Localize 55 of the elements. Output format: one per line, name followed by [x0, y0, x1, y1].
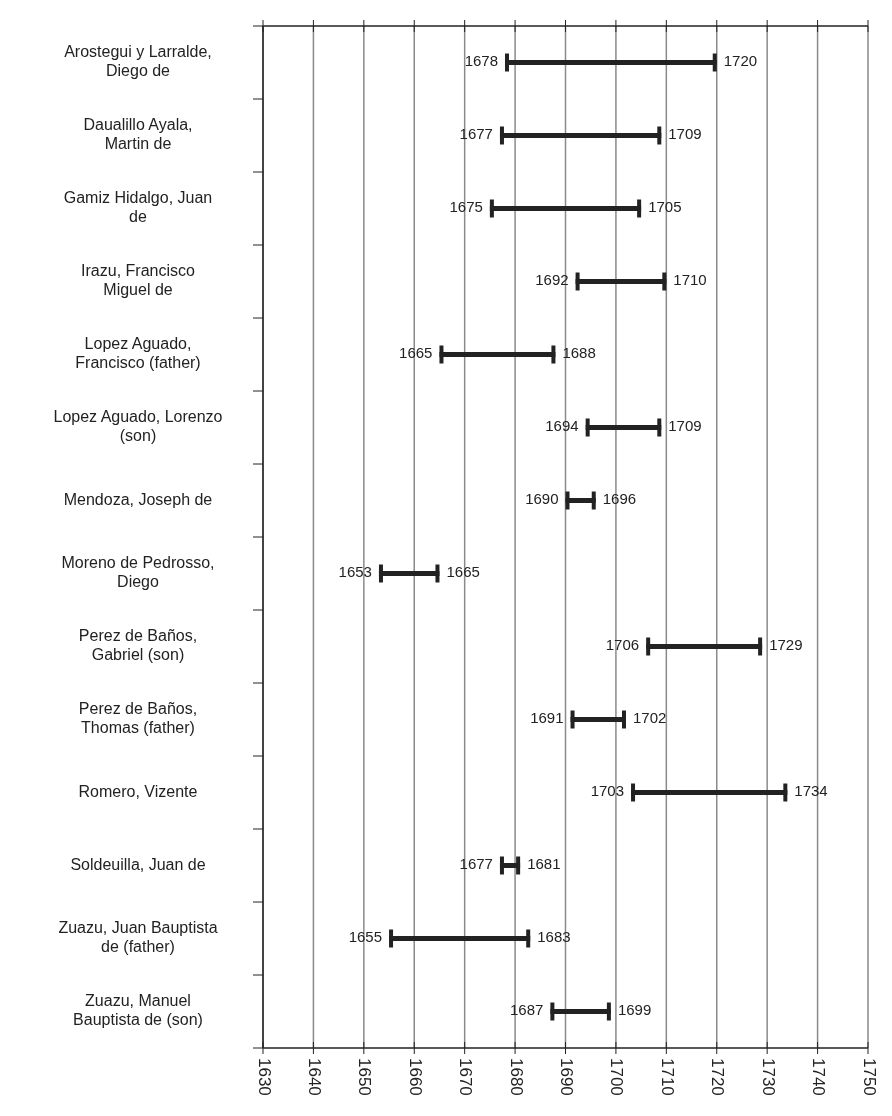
annotation: 1720	[723, 52, 758, 70]
annotation: 1699	[617, 1001, 652, 1019]
y-tick-label: Lopez Aguado, Francisco (father)	[75, 335, 201, 372]
annotation: 1675	[449, 198, 483, 216]
y-tick-label: Arostegui y Larralde, Diego de	[64, 43, 212, 80]
annotation: 1703	[590, 782, 625, 800]
x-tick-label: 1710	[657, 1058, 677, 1096]
annotation: 1692	[535, 271, 569, 289]
x-tick-label: 1720	[708, 1058, 728, 1096]
annotation: 1665	[399, 344, 433, 362]
annotation: 1683	[537, 928, 571, 946]
annotation: 1653	[338, 563, 372, 581]
annotation: 1709	[668, 417, 702, 435]
annotation: 1665	[446, 563, 480, 581]
annotation: 1710	[673, 271, 707, 289]
y-tick-label: Mendoza, Joseph de	[63, 490, 213, 508]
annotation: 1691	[530, 709, 564, 727]
annotation: 1681	[527, 855, 561, 873]
y-tick-label: Irazu, Francisco Miguel de	[81, 262, 196, 299]
y-tick-label: Lopez Aguado, Lorenzo (son)	[53, 408, 223, 445]
y-tick-label: Daualillo Ayala, Martin de	[83, 116, 193, 153]
annotation: 1706	[605, 636, 640, 654]
y-tick-label: Soldeuilla, Juan de	[70, 855, 206, 873]
x-tick-label: 1700	[607, 1058, 627, 1096]
x-tick-label: 1670	[456, 1058, 476, 1096]
x-tick-label: 1730	[758, 1058, 778, 1096]
annotation: 1655	[348, 928, 383, 946]
x-tick-label: 1630	[254, 1058, 274, 1096]
annotation: 1709	[668, 125, 702, 143]
y-tick-label: Moreno de Pedrosso, Diego	[61, 554, 215, 591]
x-tick-label: 1640	[304, 1058, 324, 1096]
annotation: 1702	[633, 709, 667, 727]
y-tick-label: Gamiz Hidalgo, Juan de	[63, 189, 213, 226]
annotation: 1729	[769, 636, 803, 654]
y-tick-label: Perez de Baños, Thomas (father)	[78, 700, 198, 737]
annotation: 1734	[794, 782, 828, 800]
x-tick-label: 1680	[506, 1058, 526, 1096]
annotation: 1688	[562, 344, 596, 362]
y-tick-label: Romero, Vizente	[78, 782, 198, 800]
annotation: 1690	[525, 490, 559, 508]
annotation: 1696	[602, 490, 637, 508]
y-tick-label: Zuazu, Juan Bauptista de (father)	[58, 919, 218, 956]
annotation: 1705	[648, 198, 682, 216]
annotation: 1677	[459, 125, 493, 143]
x-tick-label: 1740	[809, 1058, 829, 1096]
annotation: 1678	[464, 52, 498, 70]
x-tick-label: 1660	[405, 1058, 425, 1096]
annotation: 1677	[459, 855, 493, 873]
y-tick-label: Perez de Baños, Gabriel (son)	[78, 627, 198, 664]
annotation: 1694	[545, 417, 579, 435]
annotation: 1687	[510, 1001, 544, 1019]
x-tick-label: 1690	[557, 1058, 577, 1096]
x-tick-label: 1650	[355, 1058, 375, 1096]
x-tick-label: 1750	[859, 1058, 879, 1096]
y-tick-label: Zuazu, Manuel Bauptista de (son)	[73, 992, 203, 1029]
